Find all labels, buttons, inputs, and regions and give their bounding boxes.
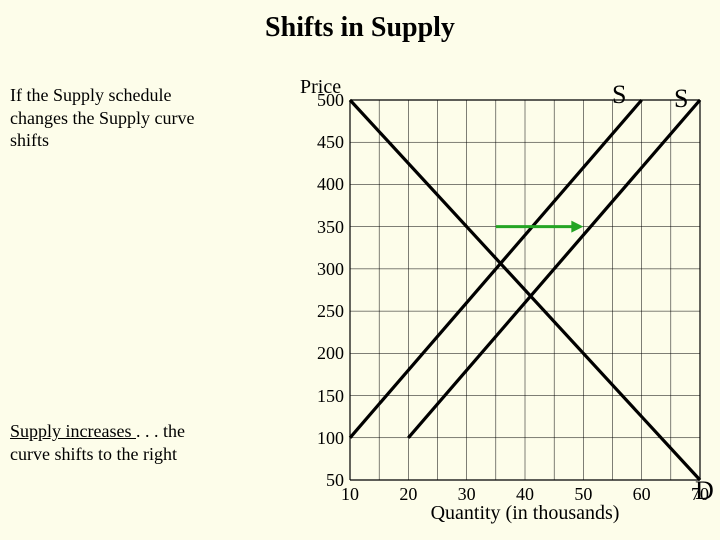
y-tick: 300 (304, 259, 344, 280)
demand-label: D (695, 476, 714, 506)
supply2-label: S (674, 84, 688, 114)
y-tick: 400 (304, 174, 344, 195)
y-tick: 450 (304, 132, 344, 153)
y-tick: 250 (304, 301, 344, 322)
x-axis-label: Quantity (in thousands) (350, 502, 700, 525)
y-tick: 200 (304, 343, 344, 364)
y-tick: 150 (304, 386, 344, 407)
y-tick: 100 (304, 428, 344, 449)
supply1-label: S (612, 80, 626, 110)
y-tick: 350 (304, 217, 344, 238)
y-tick: 500 (304, 90, 344, 111)
